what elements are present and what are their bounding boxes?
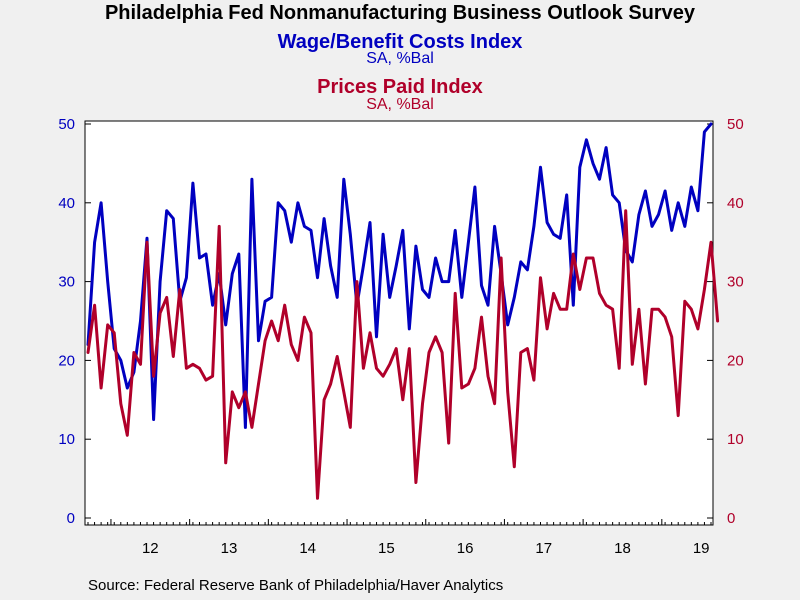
series-1-title: Wage/Benefit Costs Index: [277, 31, 523, 53]
source-note: Source: Federal Reserve Bank of Philadel…: [88, 577, 504, 594]
y-left-tick-label: 30: [58, 274, 75, 291]
chart-title: Philadelphia Fed Nonmanufacturing Busine…: [104, 2, 696, 24]
y-left-tick-label: 40: [58, 195, 75, 212]
x-tick-label: 17: [535, 540, 552, 557]
y-right-tick-label: 40: [727, 195, 744, 212]
x-tick-label: 16: [457, 540, 474, 557]
y-right-tick-label: 10: [727, 431, 744, 448]
x-tick-label: 12: [142, 540, 159, 557]
y-right-tick-label: 0: [727, 510, 735, 527]
plot-area: [84, 120, 714, 526]
y-left-tick-label: 10: [58, 431, 75, 448]
y-left-tick-label: 50: [58, 116, 75, 133]
x-tick-label: 18: [614, 540, 631, 557]
y-right-tick-label: 20: [727, 352, 744, 369]
x-tick-label: 14: [299, 540, 316, 557]
series-2-unit: SA, %Bal: [366, 96, 434, 113]
y-right-tick-label: 50: [727, 116, 744, 133]
x-tick-label: 15: [378, 540, 395, 557]
y-left-tick-label: 0: [67, 510, 75, 527]
wage-benefit-costs-line: [86, 122, 713, 429]
x-tick-label: 13: [221, 540, 238, 557]
series-1-unit: SA, %Bal: [366, 50, 434, 67]
series-2-title: Prices Paid Index: [317, 76, 483, 98]
y-right-tick-label: 30: [727, 274, 744, 291]
x-tick-label: 19: [693, 540, 710, 557]
y-left-tick-label: 20: [58, 352, 75, 369]
prices-paid-line: [86, 209, 720, 500]
